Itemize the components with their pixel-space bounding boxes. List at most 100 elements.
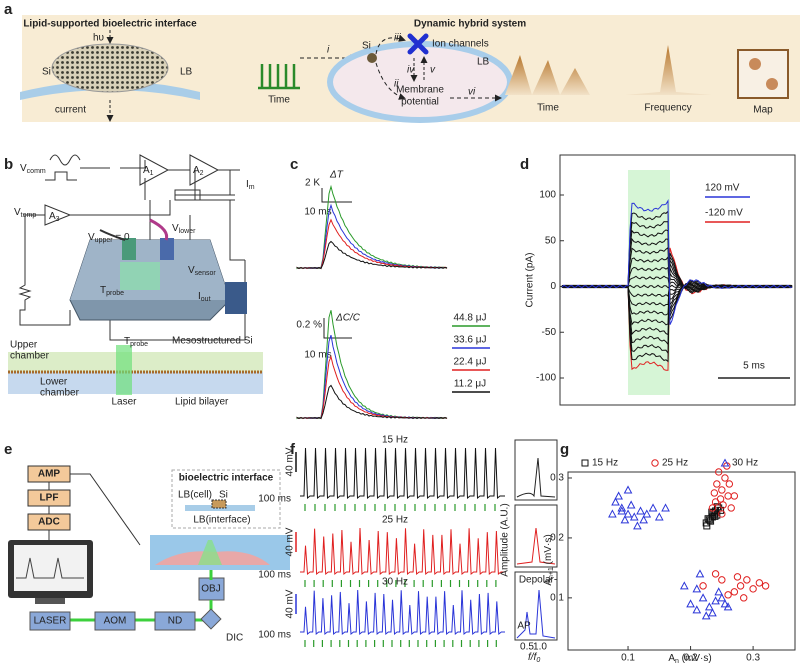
rest: = 0 <box>113 232 130 243</box>
point <box>639 515 649 524</box>
label: 100 ms <box>258 494 291 505</box>
label: Ion channels <box>432 39 489 50</box>
label: Si <box>42 67 51 78</box>
plot-frame <box>567 471 796 651</box>
legend-label: 44.8 μJ <box>453 313 486 324</box>
label: 2 K <box>305 178 320 189</box>
subscript: temp <box>21 212 37 219</box>
main: T <box>100 285 106 296</box>
trace <box>296 218 448 270</box>
map-spot <box>749 58 761 70</box>
title: Dynamic hybrid system <box>414 19 526 30</box>
trace <box>296 184 448 270</box>
main: V <box>188 265 195 276</box>
y-tick-label: 100 <box>539 190 556 201</box>
label: Tprobe <box>124 336 148 348</box>
panel-label: g <box>560 441 569 458</box>
label: Membrane <box>396 85 444 96</box>
tick-label: 1.0 <box>533 642 547 653</box>
point <box>629 512 639 521</box>
label: DIC <box>226 633 243 644</box>
ion-channel <box>407 33 429 55</box>
rest: (mV·s) <box>543 534 554 567</box>
trace <box>561 247 793 371</box>
legend-label: 30 Hz <box>732 458 758 469</box>
subscript: upper <box>95 237 114 244</box>
x-tick-label: 0.2 <box>684 653 698 663</box>
label: Si <box>219 490 228 501</box>
label: ND <box>168 616 182 627</box>
legend-marker <box>720 458 730 467</box>
point <box>713 480 721 488</box>
point <box>617 506 627 515</box>
point <box>727 504 735 512</box>
lower-chamber <box>8 372 263 394</box>
label: current <box>55 105 86 116</box>
point <box>692 605 702 614</box>
label: 100 ms <box>258 630 291 641</box>
point <box>749 585 757 593</box>
label: potential <box>401 97 439 108</box>
point <box>703 522 711 530</box>
label: LB <box>477 57 490 68</box>
point <box>736 582 745 590</box>
main: V <box>88 232 95 243</box>
point <box>698 593 708 602</box>
label: 15 Hz <box>382 435 408 446</box>
subscript: 0 <box>536 657 540 663</box>
rest: (mV·s) <box>679 653 712 663</box>
subscript: comm <box>27 168 46 175</box>
spike-trace <box>300 528 505 576</box>
map-spot <box>766 78 778 90</box>
label: Time <box>537 103 559 114</box>
y-tick-label: 50 <box>545 235 557 246</box>
axis-label: Amplitude (A.U.) <box>500 503 511 576</box>
y-tick-label: 0.2 <box>550 533 564 544</box>
legend-label: 11.2 μJ <box>454 379 486 390</box>
subscript: lower <box>179 228 196 235</box>
label: 40 mV <box>285 447 296 476</box>
subscript: 1 <box>150 170 154 177</box>
label: A2 <box>193 165 204 177</box>
trace <box>296 384 448 420</box>
electrode <box>160 238 174 260</box>
y-tick-label: 0.3 <box>550 473 564 484</box>
label: Frequency <box>644 103 691 114</box>
point <box>709 509 717 517</box>
point <box>724 591 732 599</box>
legend-label: 25 Hz <box>662 458 688 469</box>
label: Vupper = 0 <box>88 232 130 244</box>
point <box>608 509 617 518</box>
label: chamber <box>10 351 50 362</box>
label: Tprobe <box>100 285 124 297</box>
subscript: probe <box>130 341 148 348</box>
legend-marker <box>651 459 659 467</box>
label: hυ <box>93 33 104 44</box>
point <box>715 468 723 476</box>
subscript: m <box>249 184 255 191</box>
label: 5 ms <box>743 361 765 372</box>
cell <box>327 41 513 123</box>
panel-label: d <box>520 156 529 173</box>
point <box>708 508 716 516</box>
point <box>686 599 695 608</box>
spectrum <box>516 457 556 498</box>
laser-beam <box>116 345 132 395</box>
point <box>623 509 633 518</box>
step: v <box>430 65 436 76</box>
si-mesh <box>51 43 169 93</box>
label: OBJ <box>201 584 220 595</box>
subscript: out <box>201 296 211 303</box>
point <box>614 491 623 500</box>
label: Time <box>268 95 290 106</box>
label: 40 mV <box>285 589 296 618</box>
point <box>711 570 720 578</box>
map <box>737 49 789 99</box>
point <box>611 497 620 506</box>
point <box>704 515 712 523</box>
subscript: 3 <box>56 216 60 223</box>
point <box>720 599 730 608</box>
light-band <box>628 170 670 395</box>
label: A1 <box>143 165 154 177</box>
